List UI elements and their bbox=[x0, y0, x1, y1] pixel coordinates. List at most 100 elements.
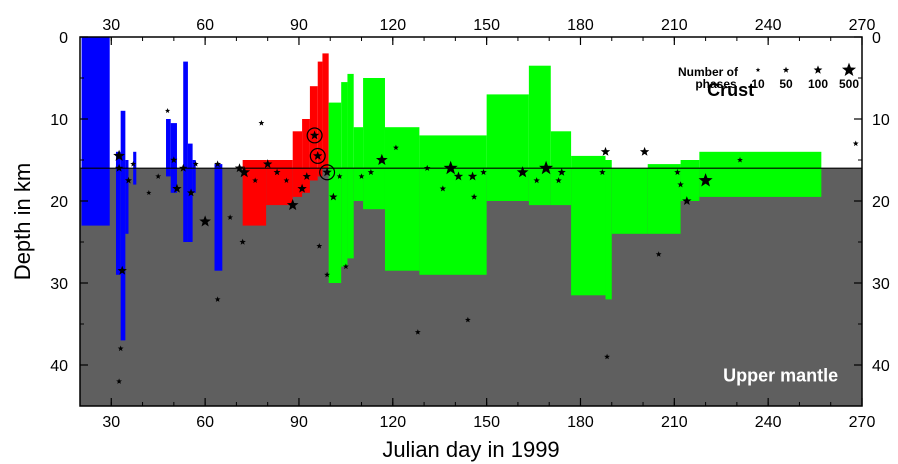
event-star-8 bbox=[155, 173, 162, 179]
x-tick-label-top: 240 bbox=[755, 17, 782, 34]
bar-green-23 bbox=[384, 127, 420, 271]
event-star-32 bbox=[322, 167, 332, 177]
event-star-36 bbox=[336, 173, 343, 179]
event-star-54 bbox=[555, 177, 562, 184]
event-star-38 bbox=[358, 173, 365, 179]
event-star-24 bbox=[263, 159, 273, 169]
bar-green-33 bbox=[699, 151, 822, 197]
event-star-21 bbox=[239, 238, 246, 245]
axis-ticks: 30 30 60 60 90 90 120 120 150 150 180 180 210 210 240 2… bbox=[50, 17, 890, 431]
event-star-49 bbox=[470, 193, 478, 200]
event-star-19 bbox=[234, 163, 245, 173]
legend-star-500 bbox=[841, 62, 857, 76]
y-tick-label-left: 20 bbox=[50, 194, 68, 211]
region-label-upper-mantle: Upper mantle bbox=[723, 365, 838, 385]
event-star-26 bbox=[283, 177, 290, 183]
event-star-27 bbox=[286, 198, 299, 211]
legend-label-100: 100 bbox=[808, 77, 828, 91]
legend-label-50: 50 bbox=[779, 77, 793, 91]
y-tick-label-right: 40 bbox=[872, 358, 890, 375]
event-star-58 bbox=[604, 353, 610, 360]
x-tick-label-bottom: 210 bbox=[661, 414, 688, 431]
event-star-17 bbox=[214, 296, 221, 302]
bar-blue-0 bbox=[81, 37, 110, 226]
event-star-47 bbox=[464, 316, 471, 323]
event-star-60 bbox=[655, 251, 662, 257]
bar-red-17 bbox=[322, 53, 329, 169]
event-star-43 bbox=[424, 164, 431, 171]
x-tick-label-top: 270 bbox=[849, 17, 876, 34]
bar-blue-1 bbox=[115, 151, 121, 275]
legend-star-100 bbox=[813, 65, 823, 74]
event-star-53 bbox=[539, 160, 554, 175]
x-tick-label-bottom: 30 bbox=[102, 414, 120, 431]
event-star-12 bbox=[179, 163, 188, 172]
event-star-30 bbox=[309, 130, 320, 140]
bar-green-19 bbox=[341, 82, 348, 267]
event-star-0 bbox=[113, 149, 125, 161]
event-star-7 bbox=[146, 190, 152, 196]
legend-title-line-1: Number of bbox=[678, 65, 739, 79]
event-star-66 bbox=[852, 140, 859, 147]
event-star-10 bbox=[170, 156, 178, 163]
x-tick-label-top: 30 bbox=[102, 17, 120, 34]
x-tick-label-bottom: 90 bbox=[290, 414, 308, 431]
event-star-64 bbox=[698, 173, 713, 187]
event-star-45 bbox=[443, 160, 458, 175]
event-star-50 bbox=[480, 168, 487, 176]
legend-label-500: 500 bbox=[839, 77, 859, 91]
y-tick-label-left: 0 bbox=[59, 30, 68, 47]
event-circle-30 bbox=[306, 127, 323, 144]
legend-items: 10 50 100 500 bbox=[751, 62, 859, 91]
event-star-59 bbox=[639, 146, 650, 156]
y-tick-label-right: 10 bbox=[872, 112, 890, 129]
legend: Number of phases 10 50 100 500 bbox=[678, 62, 859, 91]
bar-blue-2 bbox=[120, 110, 126, 341]
legend-star-50 bbox=[782, 66, 790, 73]
event-star-51 bbox=[516, 166, 529, 178]
event-star-1 bbox=[115, 163, 124, 172]
legend-label-10: 10 bbox=[751, 77, 765, 91]
bar-red-14 bbox=[302, 119, 310, 193]
bar-green-25 bbox=[486, 94, 529, 201]
event-star-20 bbox=[238, 166, 251, 178]
x-tick-label-top: 90 bbox=[290, 17, 308, 34]
bar-green-24 bbox=[419, 135, 487, 275]
event-star-41 bbox=[393, 144, 399, 151]
x-tick-label-bottom: 150 bbox=[473, 414, 500, 431]
event-star-56 bbox=[600, 146, 611, 156]
event-star-5 bbox=[124, 176, 132, 184]
event-star-14 bbox=[192, 161, 199, 167]
bar-green-20 bbox=[347, 73, 354, 259]
event-star-61 bbox=[674, 168, 681, 176]
bar-red-16 bbox=[317, 61, 323, 177]
bar-green-31 bbox=[647, 164, 681, 234]
event-star-63 bbox=[682, 196, 692, 205]
bar-blue-3 bbox=[125, 160, 129, 234]
event-star-25 bbox=[273, 168, 281, 176]
x-tick-label-top: 150 bbox=[473, 17, 500, 34]
event-star-23 bbox=[258, 120, 265, 126]
legend-title-line-2: phases bbox=[695, 77, 737, 91]
event-star-4 bbox=[116, 378, 123, 384]
event-star-2 bbox=[117, 265, 127, 275]
event-star-39 bbox=[367, 168, 375, 176]
event-star-3 bbox=[117, 345, 124, 352]
y-tick-label-right: 30 bbox=[872, 276, 890, 293]
event-star-15 bbox=[199, 215, 211, 227]
bar-blue-10 bbox=[214, 164, 223, 271]
bar-green-26 bbox=[528, 65, 551, 206]
y-tick-label-right: 20 bbox=[872, 194, 890, 211]
bar-green-29 bbox=[605, 160, 612, 300]
x-tick-label-bottom: 120 bbox=[379, 414, 406, 431]
event-star-65 bbox=[737, 156, 743, 163]
bar-blue-9 bbox=[192, 160, 196, 193]
bar-blue-5 bbox=[166, 119, 171, 177]
x-tick-label-top: 210 bbox=[661, 17, 688, 34]
event-star-44 bbox=[439, 185, 447, 192]
x-tick-label-bottom: 240 bbox=[755, 414, 782, 431]
event-circle-31 bbox=[309, 147, 326, 164]
legend-star-10 bbox=[755, 67, 761, 72]
event-star-52 bbox=[533, 177, 540, 184]
